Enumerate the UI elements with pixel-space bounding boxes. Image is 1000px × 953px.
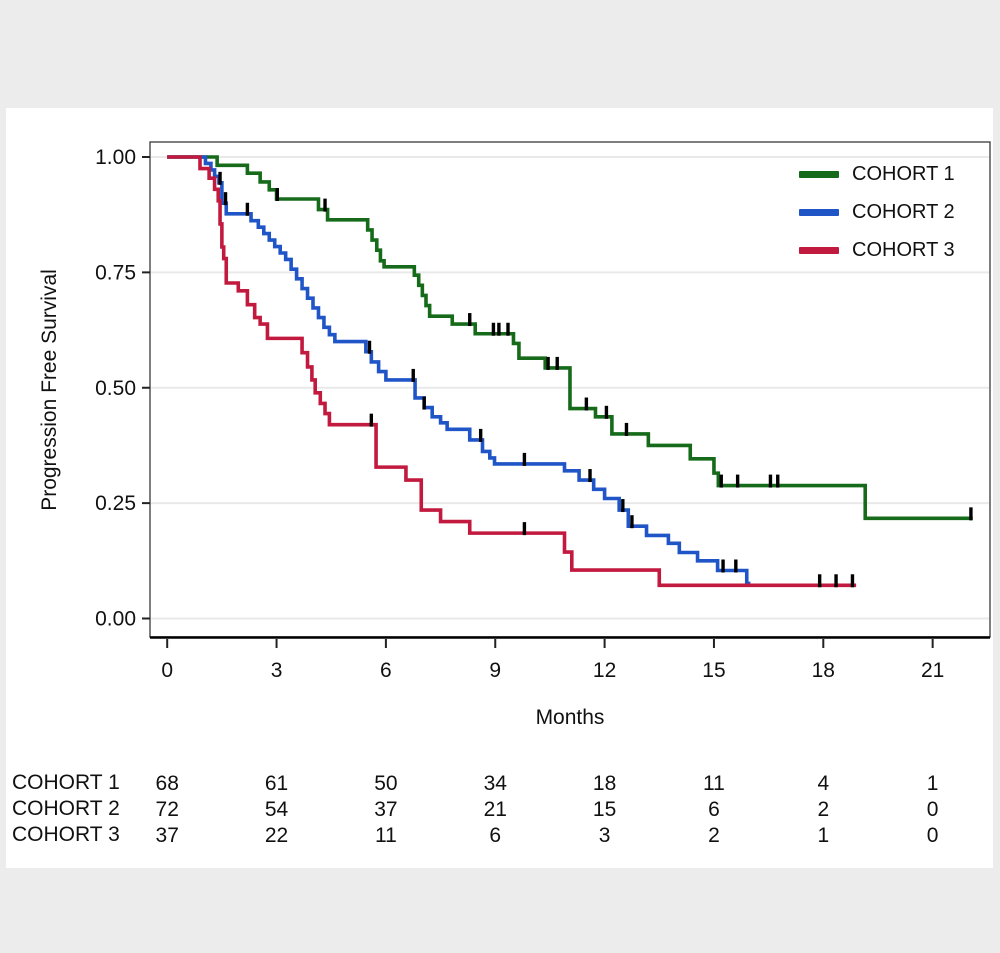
risk-table-row-label-cohort3: COHORT 3 bbox=[12, 823, 120, 846]
svg-text:34: 34 bbox=[484, 772, 508, 795]
legend-swatch-cohort3 bbox=[799, 247, 839, 254]
legend-item-cohort1: COHORT 1 bbox=[799, 163, 955, 186]
svg-text:37: 37 bbox=[156, 824, 179, 847]
survival-curves bbox=[167, 155, 973, 588]
svg-text:0: 0 bbox=[927, 798, 939, 821]
svg-text:18: 18 bbox=[593, 772, 616, 795]
svg-text:11: 11 bbox=[703, 772, 725, 795]
svg-text:2: 2 bbox=[817, 798, 829, 821]
svg-text:9: 9 bbox=[489, 659, 501, 682]
svg-text:1: 1 bbox=[817, 824, 829, 847]
risk-table-row-label-cohort2: COHORT 2 bbox=[12, 797, 120, 820]
svg-text:3: 3 bbox=[271, 659, 283, 682]
svg-text:0: 0 bbox=[161, 659, 173, 682]
svg-text:18: 18 bbox=[812, 659, 835, 682]
curve-cohort-3 bbox=[167, 155, 857, 588]
legend-item-cohort3: COHORT 3 bbox=[799, 239, 955, 262]
svg-text:54: 54 bbox=[265, 798, 289, 821]
y-axis-title: Progression Free Survival bbox=[38, 269, 61, 511]
svg-text:72: 72 bbox=[156, 798, 179, 821]
svg-text:50: 50 bbox=[374, 772, 397, 795]
svg-text:21: 21 bbox=[921, 659, 944, 682]
svg-text:6: 6 bbox=[380, 659, 392, 682]
svg-text:0: 0 bbox=[927, 824, 939, 847]
risk-table-numbers: 68 61 50 34 18 11 4 172 54 37 21 15 6 2 037 22 11 6 3 2 1 0 bbox=[156, 772, 939, 847]
legend: COHORT 1 COHORT 2 COHORT 3 bbox=[799, 163, 955, 277]
svg-text:37: 37 bbox=[374, 798, 397, 821]
legend-swatch-cohort1 bbox=[799, 171, 839, 178]
svg-text:11: 11 bbox=[375, 824, 397, 847]
svg-text:12: 12 bbox=[593, 659, 616, 682]
legend-item-cohort2: COHORT 2 bbox=[799, 201, 955, 224]
tick-labels: 0 3 6 9 12 15 18 21 1.00 0.75 0.50 0.25 0.00 bbox=[95, 146, 944, 682]
svg-text:22: 22 bbox=[265, 824, 288, 847]
figure-card bbox=[6, 108, 993, 868]
svg-text:0.50: 0.50 bbox=[95, 377, 136, 400]
x-axis-title: Months bbox=[535, 706, 605, 729]
svg-text:68: 68 bbox=[156, 772, 179, 795]
svg-text:1: 1 bbox=[927, 772, 939, 795]
svg-text:61: 61 bbox=[265, 772, 288, 795]
svg-text:0.25: 0.25 bbox=[95, 492, 136, 515]
svg-text:15: 15 bbox=[593, 798, 616, 821]
svg-text:3: 3 bbox=[599, 824, 611, 847]
risk-table-row-label-cohort1: COHORT 1 bbox=[12, 771, 120, 794]
svg-text:0.00: 0.00 bbox=[95, 608, 136, 631]
svg-text:6: 6 bbox=[489, 824, 501, 847]
curve-cohort-2 bbox=[167, 155, 751, 586]
axes bbox=[142, 156, 990, 648]
svg-text:21: 21 bbox=[484, 798, 507, 821]
svg-text:4: 4 bbox=[817, 772, 829, 795]
curve-cohort-1 bbox=[167, 155, 973, 521]
svg-text:6: 6 bbox=[708, 798, 720, 821]
svg-text:15: 15 bbox=[702, 659, 725, 682]
legend-label-cohort3: COHORT 3 bbox=[852, 239, 955, 261]
svg-text:0.75: 0.75 bbox=[95, 261, 136, 284]
legend-swatch-cohort2 bbox=[799, 209, 839, 216]
legend-label-cohort2: COHORT 2 bbox=[852, 201, 955, 223]
svg-text:1.00: 1.00 bbox=[95, 146, 136, 169]
svg-text:2: 2 bbox=[708, 824, 720, 847]
censor-marks bbox=[218, 171, 973, 588]
legend-label-cohort1: COHORT 1 bbox=[852, 163, 955, 185]
